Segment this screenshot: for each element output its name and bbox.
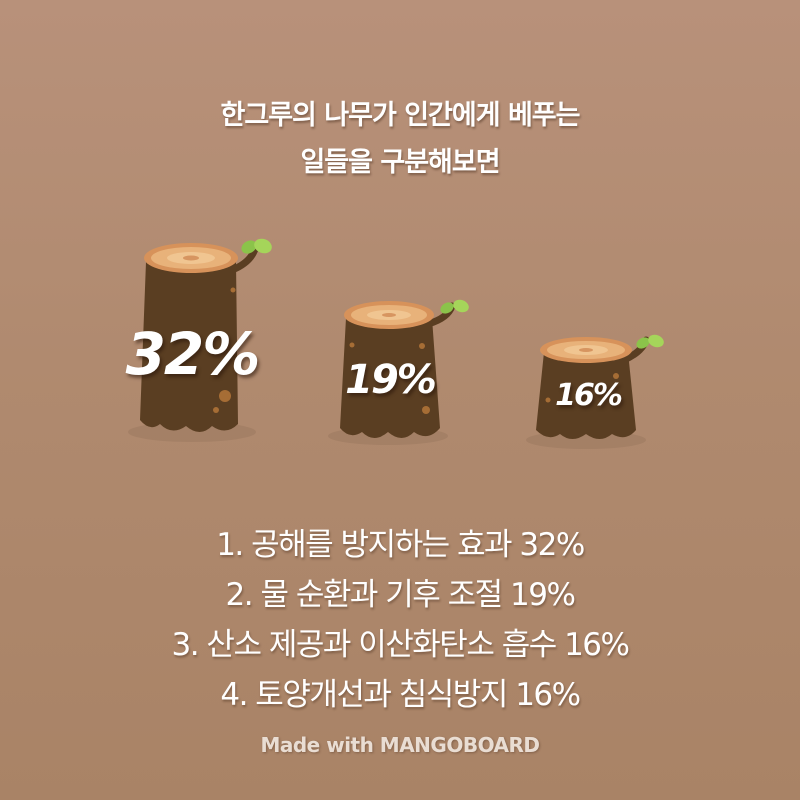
stump-small <box>526 334 664 449</box>
title-line-2: 일들을 구분해보면 <box>300 147 500 178</box>
benefit-list: 1. 공해를 방지하는 효과 32% 2. 물 순환과 기후 조절 19% 3.… <box>0 520 800 720</box>
benefit-item: 2. 물 순환과 기후 조절 19% <box>225 577 576 613</box>
stump-large-percent: 32% <box>125 320 261 388</box>
stump-medium-percent: 19% <box>345 357 437 403</box>
benefit-item: 4. 토양개선과 침식방지 16% <box>220 677 581 713</box>
mangoboard-credit: Made with MANGOBOARD <box>260 733 540 757</box>
stump-medium <box>328 299 469 445</box>
stump-large <box>128 238 272 442</box>
benefit-item: 3. 산소 제공과 이산화탄소 흡수 16% <box>171 627 631 663</box>
stump-small-percent: 16% <box>555 378 623 413</box>
benefit-item: 1. 공해를 방지하는 효과 32% <box>216 527 585 563</box>
title-line-1: 한그루의 나무가 인간에게 베푸는 <box>220 100 581 131</box>
